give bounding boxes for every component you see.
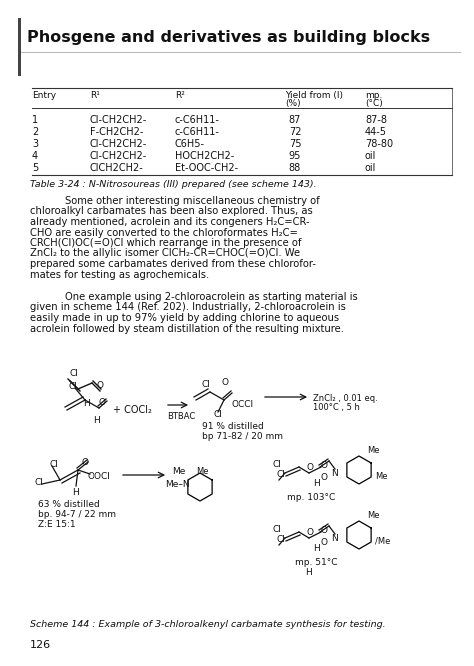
Text: O: O	[97, 380, 103, 390]
Text: ZnCl₂ , 0.01 eq.: ZnCl₂ , 0.01 eq.	[313, 394, 378, 403]
Text: ClCH2CH2-: ClCH2CH2-	[90, 163, 144, 173]
Text: 72: 72	[289, 127, 301, 137]
Text: mp.: mp.	[365, 91, 383, 100]
Text: + COCl₂: + COCl₂	[113, 405, 152, 415]
Text: Me: Me	[375, 472, 388, 481]
Text: Cl: Cl	[35, 478, 44, 487]
Text: oil: oil	[365, 151, 376, 161]
Text: Table 3-24 : N-Nitrosoureas (III) prepared (see scheme 143).: Table 3-24 : N-Nitrosoureas (III) prepar…	[30, 180, 317, 189]
Text: Cl: Cl	[273, 525, 282, 534]
Text: O: O	[99, 398, 106, 407]
Text: Me: Me	[367, 511, 380, 520]
Text: c-C6H11-: c-C6H11-	[175, 127, 220, 137]
Text: Me: Me	[367, 446, 380, 455]
Text: 5: 5	[32, 163, 38, 173]
Text: (°C): (°C)	[365, 99, 383, 108]
Text: 100°C , 5 h: 100°C , 5 h	[313, 403, 360, 412]
Text: BTBAC: BTBAC	[167, 412, 195, 421]
Text: ZnCl₂ to the allylic isomer ClCH₂-CR=CHOC(=O)Cl. We: ZnCl₂ to the allylic isomer ClCH₂-CR=CHO…	[30, 248, 300, 258]
Text: O: O	[321, 461, 328, 470]
Text: 2: 2	[32, 127, 38, 137]
Text: 63 % distilled: 63 % distilled	[38, 500, 100, 509]
Text: One example using 2-chloroacrolein as starting material is: One example using 2-chloroacrolein as st…	[65, 292, 358, 302]
Text: O: O	[82, 458, 89, 467]
Text: O: O	[307, 528, 314, 537]
Text: Cl: Cl	[50, 460, 59, 469]
Text: H: H	[313, 544, 320, 553]
Text: 3: 3	[32, 139, 38, 149]
Bar	[18, 18, 21, 76]
Text: Cl: Cl	[202, 380, 211, 389]
Text: H: H	[83, 399, 90, 408]
Text: Scheme 144 : Example of 3-chloroalkenyl carbamate synthesis for testing.: Scheme 144 : Example of 3-chloroalkenyl …	[30, 620, 386, 629]
Text: Cl-CH2CH2-: Cl-CH2CH2-	[90, 115, 147, 125]
Text: oil: oil	[365, 163, 376, 173]
Text: N: N	[331, 469, 338, 478]
Text: Cl-CH2CH2-: Cl-CH2CH2-	[90, 151, 147, 161]
Text: R¹: R¹	[90, 91, 100, 100]
Text: O: O	[321, 526, 328, 535]
Text: 44-5: 44-5	[365, 127, 387, 137]
Text: acrolein followed by steam distillation of the resulting mixture.: acrolein followed by steam distillation …	[30, 324, 344, 334]
Text: O: O	[321, 473, 328, 482]
Text: C6H5-: C6H5-	[175, 139, 205, 149]
Text: c-C6H11-: c-C6H11-	[175, 115, 220, 125]
Text: given in scheme 144 (Ref. 202). Industrially, 2-chloroacrolein is: given in scheme 144 (Ref. 202). Industri…	[30, 302, 346, 312]
Text: H: H	[305, 568, 312, 577]
Text: Me: Me	[172, 467, 185, 476]
Text: Cl: Cl	[70, 369, 79, 378]
Text: /Me: /Me	[375, 537, 391, 546]
Text: already mentioned, acrolein and its congeners H₂C=CR-: already mentioned, acrolein and its cong…	[30, 217, 310, 227]
Text: O: O	[222, 378, 229, 387]
Text: Cl-CH2CH2-: Cl-CH2CH2-	[90, 139, 147, 149]
Text: mp. 103°C: mp. 103°C	[287, 493, 335, 502]
Text: Me–N: Me–N	[165, 480, 190, 489]
Text: N: N	[331, 534, 338, 543]
Text: 87: 87	[289, 115, 301, 125]
Text: 126: 126	[30, 640, 51, 650]
Text: bp. 94-7 / 22 mm: bp. 94-7 / 22 mm	[38, 510, 116, 519]
Text: HOCH2CH2-: HOCH2CH2-	[175, 151, 234, 161]
Text: 1: 1	[32, 115, 38, 125]
Text: CHO are easily converted to the chloroformates H₂C=: CHO are easily converted to the chlorofo…	[30, 228, 298, 238]
Text: Cl: Cl	[214, 410, 223, 419]
Text: mp. 51°C: mp. 51°C	[295, 558, 337, 567]
Text: 95: 95	[289, 151, 301, 161]
Text: 78-80: 78-80	[365, 139, 393, 149]
Text: Z:E 15:1: Z:E 15:1	[38, 520, 76, 529]
Text: 91 % distilled: 91 % distilled	[202, 422, 264, 431]
Text: H: H	[313, 479, 320, 488]
Text: easily made in up to 97% yield by adding chlorine to aqueous: easily made in up to 97% yield by adding…	[30, 313, 339, 323]
Text: O: O	[321, 538, 328, 547]
Text: chloroalkyl carbamates has been also explored. Thus, as: chloroalkyl carbamates has been also exp…	[30, 206, 313, 216]
Text: Some other interesting miscellaneous chemistry of: Some other interesting miscellaneous che…	[65, 196, 320, 206]
Text: (%): (%)	[285, 99, 301, 108]
Text: Yield from (l): Yield from (l)	[285, 91, 343, 100]
Text: OOCl: OOCl	[88, 472, 111, 481]
Text: Cl: Cl	[69, 382, 78, 391]
Text: Cl: Cl	[277, 535, 286, 544]
Text: F-CH2CH2-: F-CH2CH2-	[90, 127, 143, 137]
Text: Me: Me	[196, 467, 209, 476]
Text: H: H	[72, 488, 79, 497]
Text: 87-8: 87-8	[365, 115, 387, 125]
Text: CRCH(Cl)OC(=O)Cl which rearrange in the presence of: CRCH(Cl)OC(=O)Cl which rearrange in the …	[30, 238, 301, 248]
Text: Cl: Cl	[273, 460, 282, 469]
Text: bp 71-82 / 20 mm: bp 71-82 / 20 mm	[202, 432, 283, 441]
Text: 4: 4	[32, 151, 38, 161]
Text: R²: R²	[175, 91, 185, 100]
Text: Cl: Cl	[277, 470, 286, 479]
Text: OCCl: OCCl	[232, 400, 254, 409]
Text: H: H	[93, 416, 100, 425]
Text: Entry: Entry	[32, 91, 56, 100]
Text: Et-OOC-CH2-: Et-OOC-CH2-	[175, 163, 238, 173]
Text: O: O	[307, 463, 314, 472]
Text: mates for testing as agrochemicals.: mates for testing as agrochemicals.	[30, 270, 209, 280]
Text: 88: 88	[289, 163, 301, 173]
Text: 75: 75	[289, 139, 301, 149]
Text: Phosgene and derivatives as building blocks: Phosgene and derivatives as building blo…	[27, 30, 430, 45]
Text: prepared some carbamates derived from these chlorofor-: prepared some carbamates derived from th…	[30, 259, 316, 269]
